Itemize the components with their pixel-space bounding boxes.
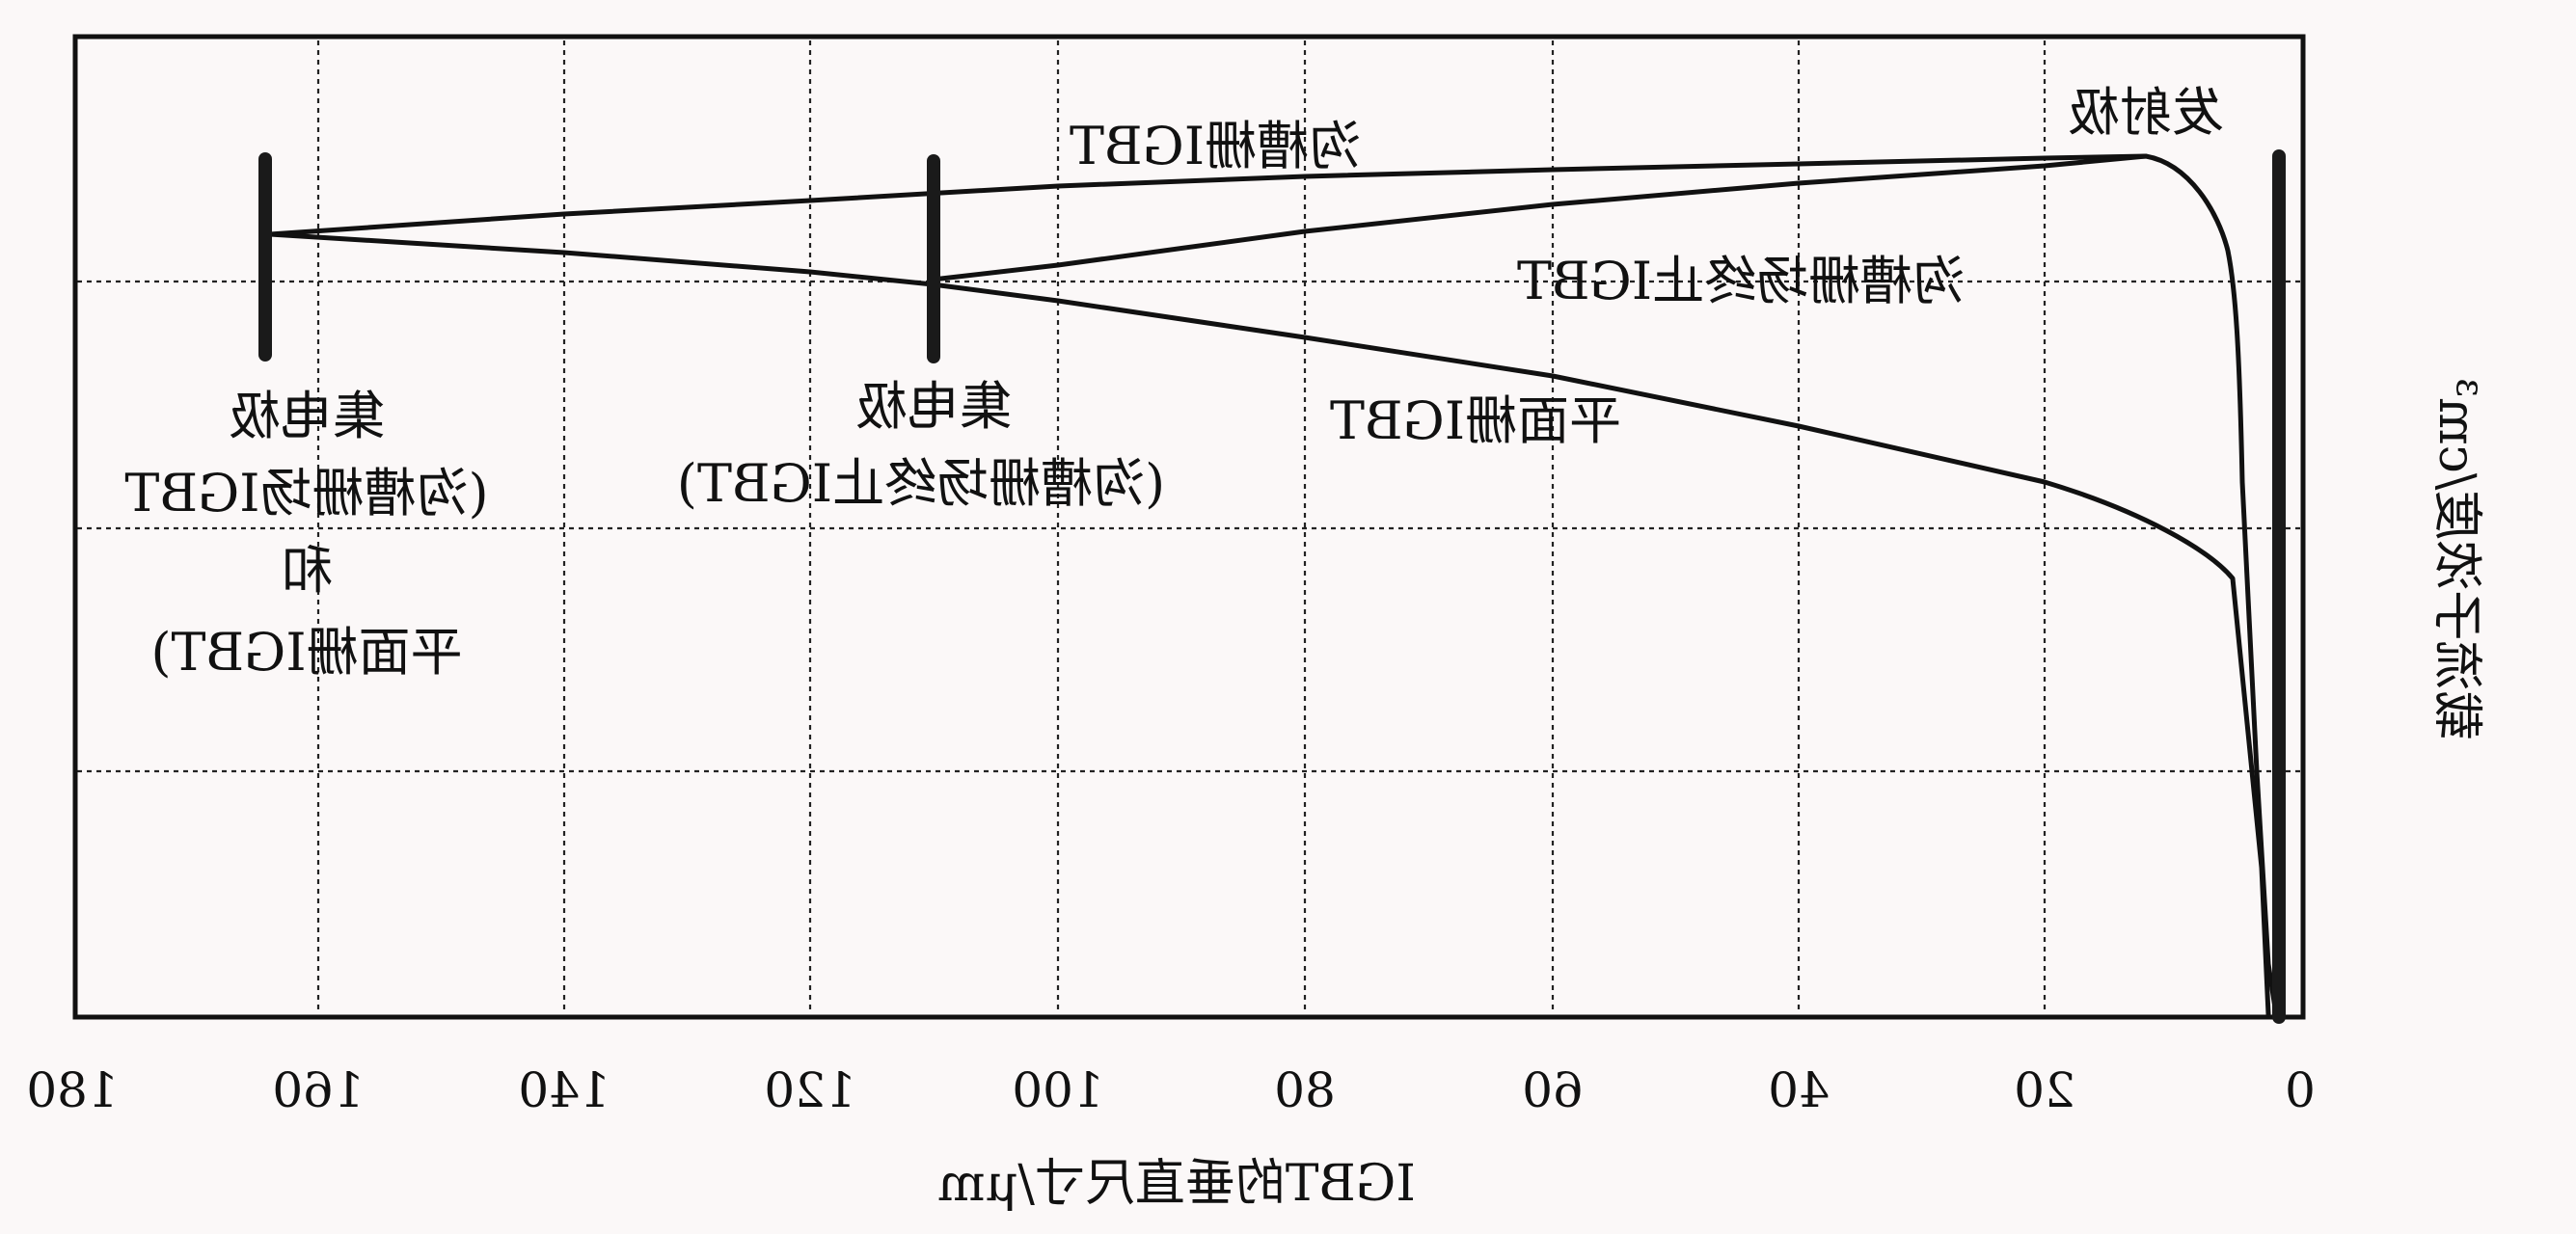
label-field-stop-igbt: 沟槽栅场终止IGBT <box>1517 251 1965 311</box>
label-trench-igbt: 沟槽栅IGBT <box>1070 116 1361 176</box>
label-collector-tp-sub2: 和 <box>281 540 333 601</box>
label-emitter: 发射极 <box>2068 82 2224 143</box>
plot-frame <box>72 34 2306 1020</box>
y-axis-label: 载流子浓度/cm³ <box>2427 378 2485 741</box>
series-field-stop-igbt <box>930 153 2149 282</box>
tick-40: 40 <box>1768 1062 1830 1118</box>
tick-120: 120 <box>764 1062 855 1118</box>
label-collector-tp-sub1: (沟槽栅场IGBT <box>124 463 488 523</box>
x-axis-label: IGBT的垂直尺寸/μm <box>937 1155 1416 1213</box>
label-collector-fs: 集电极 <box>855 376 1012 437</box>
series-trench-igbt <box>267 153 2279 1017</box>
label-collector-tp-sub3: 平面栅IGBT) <box>150 622 462 683</box>
tick-20: 20 <box>2014 1062 2075 1118</box>
series-planar-igbt <box>267 231 2271 1017</box>
tick-80: 80 <box>1274 1062 1336 1118</box>
tick-60: 60 <box>1522 1062 1584 1118</box>
gridlines <box>77 40 2301 1014</box>
tick-100: 100 <box>1012 1062 1103 1118</box>
tick-160: 160 <box>272 1062 364 1118</box>
label-planar-igbt: 平面栅IGBT <box>1330 390 1621 451</box>
x-axis-ticks: 180 160 140 120 100 80 60 40 20 0 <box>26 1062 2316 1118</box>
label-collector-tp: 集电极 <box>229 386 385 446</box>
tick-140: 140 <box>518 1062 610 1118</box>
label-collector-fs-sub: (沟槽栅场终止IGBT) <box>677 453 1165 514</box>
tick-180: 180 <box>26 1062 118 1118</box>
tick-0: 0 <box>2285 1062 2316 1118</box>
